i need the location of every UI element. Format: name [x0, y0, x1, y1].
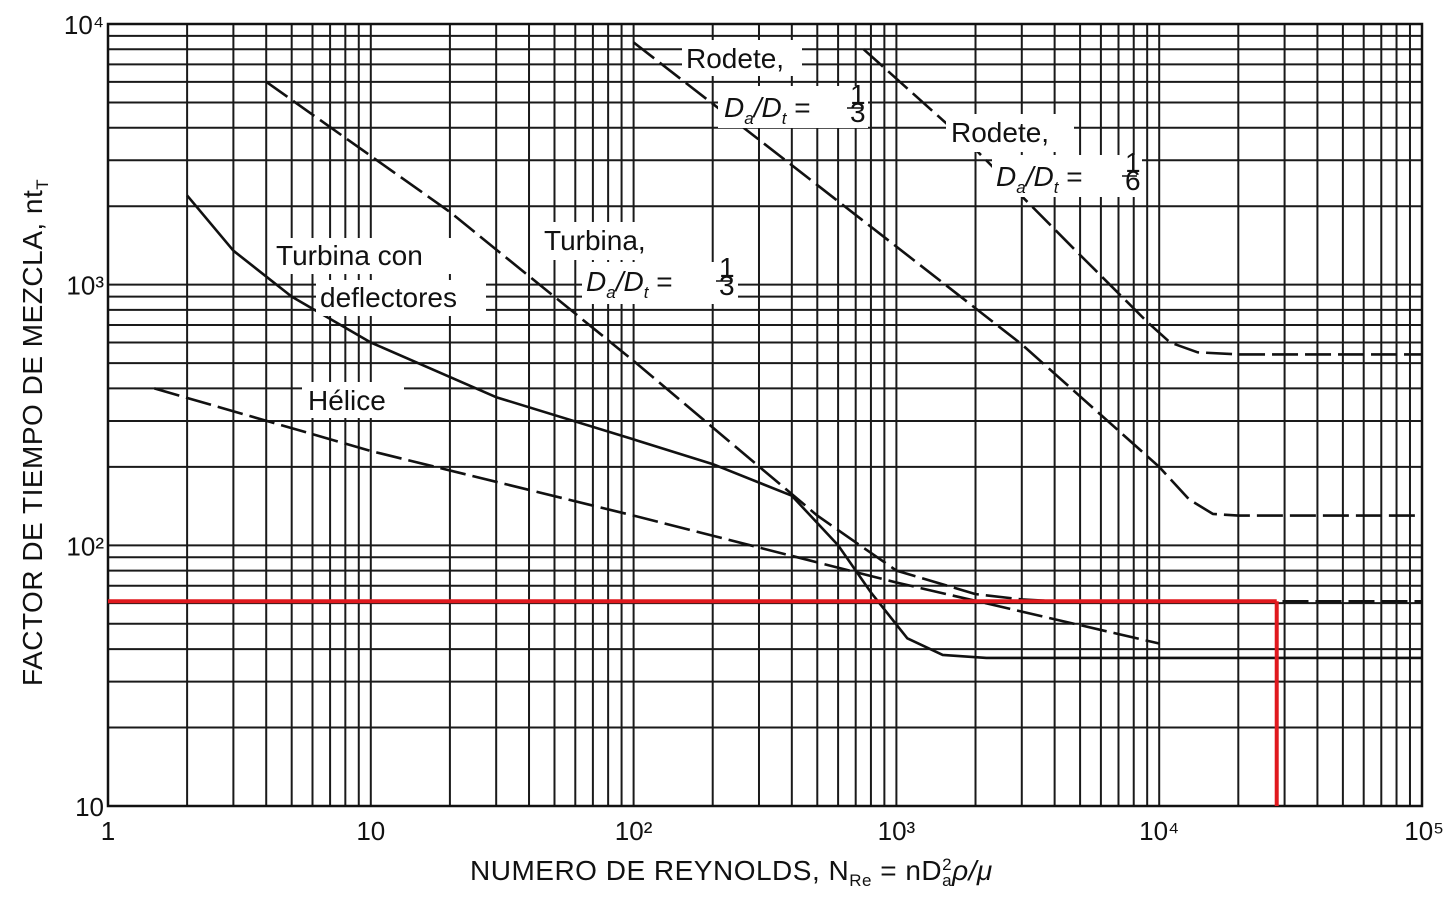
x-tick-label: 10⁵: [1404, 816, 1444, 846]
x-tick-label: 10⁴: [1139, 816, 1179, 846]
y-tick-label: 10: [75, 792, 104, 822]
annotation-helice: Hélice: [302, 382, 404, 418]
y-tick-label: 10²: [66, 531, 104, 561]
annotation-rodete-1-3: Rodete, Da/Dt = 1 3: [682, 40, 868, 128]
y-tick-label: 10⁴: [64, 10, 104, 40]
series-line-0: [632, 41, 1422, 517]
plot-frame: [106, 22, 1424, 808]
x-tick-label: 1: [101, 816, 115, 846]
y-axis-label: FACTOR DE TIEMPO DE MEZCLA, ntT: [17, 179, 52, 686]
annotation-turbina-deflectores-line2: deflectores: [320, 282, 457, 313]
series-line-4: [153, 387, 1160, 645]
fraction-denominator: 6: [1125, 165, 1141, 196]
fraction-numerator: 1: [850, 79, 866, 110]
annotation-rodete-1-6-title: Rodete,: [951, 117, 1049, 148]
x-tick-label: 10³: [878, 816, 916, 846]
annotation-turbina-ratio: Da/Dt =: [586, 266, 673, 302]
annotation-turbina-1-3: Turbina, Da/Dt = 1 3: [540, 222, 738, 304]
fraction-denominator: 3: [719, 270, 735, 301]
x-tick-label: 10²: [615, 816, 653, 846]
annotation-helice-text: Hélice: [308, 385, 386, 416]
annotation-rodete-1-6: Rodete, Da/Dt = 1 6: [946, 114, 1142, 197]
annotation-turbina-title: Turbina,: [544, 225, 646, 256]
annotation-turbina-deflectores-line1: Turbina con: [276, 240, 423, 271]
y-tick-label: 10³: [66, 271, 104, 301]
annotation-rodete-1-6-ratio: Da/Dt =: [996, 161, 1083, 197]
annotation-rodete-1-3-title: Rodete,: [686, 43, 784, 74]
fraction-numerator: 1: [719, 252, 735, 283]
series-line-3: [186, 194, 1422, 660]
grid: [106, 22, 1424, 808]
annotation-turbina-deflectores: Turbina con deflectores: [272, 238, 486, 316]
annotations: Rodete, Da/Dt = 1 3 Rodete, Da/Dt = 1 6 …: [272, 40, 1142, 418]
series-line-1: [862, 48, 1422, 356]
reference-lines: [108, 599, 1279, 806]
x-tick-label: 10: [356, 816, 385, 846]
fraction-numerator: 1: [1125, 147, 1141, 178]
fraction-denominator: 3: [850, 97, 866, 128]
x-axis-label: NUMERO DE REYNOLDS, NRe = nD2 aρ/μ: [470, 855, 993, 890]
annotation-rodete-1-3-ratio: Da/Dt =: [724, 92, 811, 128]
